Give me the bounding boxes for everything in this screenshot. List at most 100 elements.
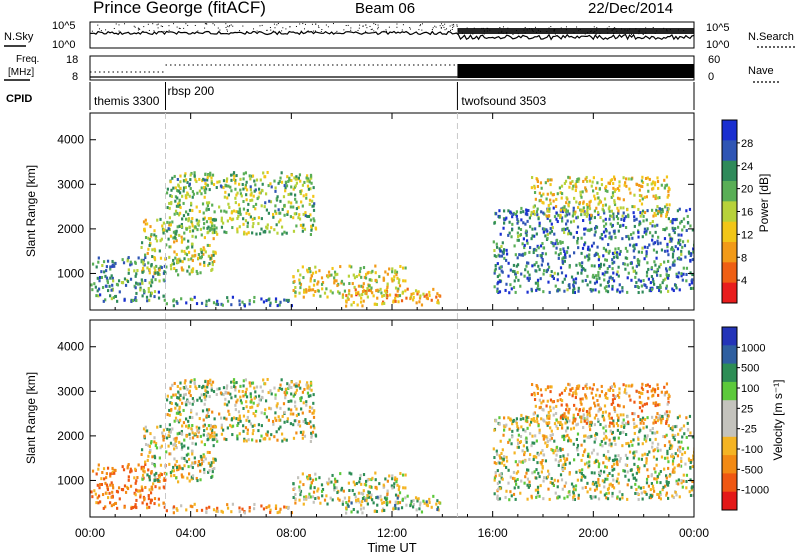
power-cell: [157, 290, 160, 294]
power-cell: [166, 220, 169, 224]
velocity-cell: [348, 471, 351, 475]
velocity-cell: [537, 471, 540, 475]
power-cell: [658, 207, 661, 211]
velocity-cell: [211, 470, 214, 474]
velocity-cell: [290, 408, 293, 412]
power-cell: [611, 223, 614, 227]
velocity-cell: [185, 434, 188, 438]
velocity-cell: [567, 382, 570, 386]
nsearch-dot: [173, 23, 175, 25]
velocity-cell: [126, 466, 129, 470]
power-cell: [559, 241, 562, 245]
power-cell: [625, 184, 628, 188]
nsky-frame: [89, 21, 695, 49]
power-cell: [577, 289, 580, 293]
velocity-cell: [656, 474, 659, 478]
power-cell: [556, 242, 559, 246]
power-cell: [236, 191, 239, 195]
power-cell: [172, 304, 175, 308]
power-cell: [498, 290, 502, 294]
velocity-cell: [172, 393, 175, 397]
velocity-cell: [500, 452, 503, 456]
velocity-cell: [561, 464, 564, 468]
power-cell: [598, 276, 601, 280]
velocity-cell: [685, 416, 688, 420]
nsky-right-tick-top: 10^5: [706, 22, 730, 34]
velocity-cell: [643, 402, 646, 406]
power-cell: [317, 289, 320, 293]
velocity-cell: [510, 435, 514, 439]
velocity-cell: [121, 488, 125, 492]
x-axis: 00:00 04:00 08:00 12:00 16:00 20:00 00:00: [75, 113, 709, 540]
velocity-cell: [232, 416, 236, 420]
power-cell: [557, 256, 560, 260]
velocity-cell: [320, 483, 324, 487]
power-cell: [580, 251, 583, 255]
colorbar-band: [722, 381, 737, 401]
power-cell: [105, 284, 108, 288]
power-cell: [267, 184, 270, 188]
velocity-cell: [618, 497, 622, 501]
power-cell: [691, 258, 694, 262]
velocity-cell: [165, 450, 168, 454]
velocity-cell: [626, 497, 629, 501]
power-cell: [628, 237, 631, 241]
power-cell: [517, 278, 520, 282]
power-cell: [548, 209, 551, 213]
velocity-cell: [662, 485, 665, 489]
power-cell: [264, 229, 267, 233]
power-cell: [176, 196, 179, 200]
power-cell: [167, 227, 170, 231]
velocity-cell: [638, 466, 641, 470]
power-cell: [530, 289, 534, 293]
velocity-cell: [630, 485, 633, 489]
velocity-cell: [546, 386, 550, 390]
power-cell: [252, 222, 255, 226]
velocity-cell: [635, 389, 638, 393]
power-cell: [524, 222, 527, 226]
velocity-cell: [347, 481, 350, 485]
power-cell: [231, 217, 235, 221]
velocity-cell: [396, 496, 399, 500]
power-cell: [259, 178, 262, 182]
power-cell: [111, 259, 114, 263]
power-cell: [635, 217, 638, 221]
velocity-cell: [254, 390, 257, 394]
power-cell: [683, 244, 687, 248]
power-cell: [144, 218, 147, 222]
velocity-cell: [230, 510, 233, 514]
velocity-cell: [254, 409, 258, 413]
power-cell: [222, 221, 225, 225]
power-cell: [660, 214, 663, 218]
velocity-cell: [606, 396, 609, 400]
nsearch-dot: [285, 28, 287, 30]
power-cell: [274, 209, 277, 213]
power-cell: [394, 299, 397, 303]
power-cell: [503, 221, 506, 225]
power-cell: [667, 259, 670, 263]
power-cell: [648, 231, 652, 235]
power-cell: [632, 244, 635, 248]
velocity-cell: [591, 387, 594, 391]
power-cell: [234, 201, 237, 205]
power-cell: [512, 263, 516, 267]
velocity-cell: [628, 450, 632, 454]
velocity-cell: [200, 440, 203, 444]
velocity-cell: [172, 437, 176, 441]
power-cell: [646, 261, 649, 265]
velocity-cell: [641, 453, 644, 457]
velocity-cell: [514, 419, 518, 423]
nsearch-dot: [214, 24, 216, 26]
nsearch-dot: [327, 26, 329, 28]
power-cell: [668, 240, 672, 244]
power-cell: [672, 289, 675, 293]
velocity-cell: [268, 406, 271, 410]
power-cell: [692, 247, 694, 251]
power-cell: [612, 217, 615, 221]
nsearch-label: N.Search: [748, 31, 794, 43]
power-cell: [203, 185, 206, 189]
power-cell: [226, 296, 229, 300]
power-cell: [677, 233, 680, 237]
velocity-cell: [343, 496, 347, 500]
